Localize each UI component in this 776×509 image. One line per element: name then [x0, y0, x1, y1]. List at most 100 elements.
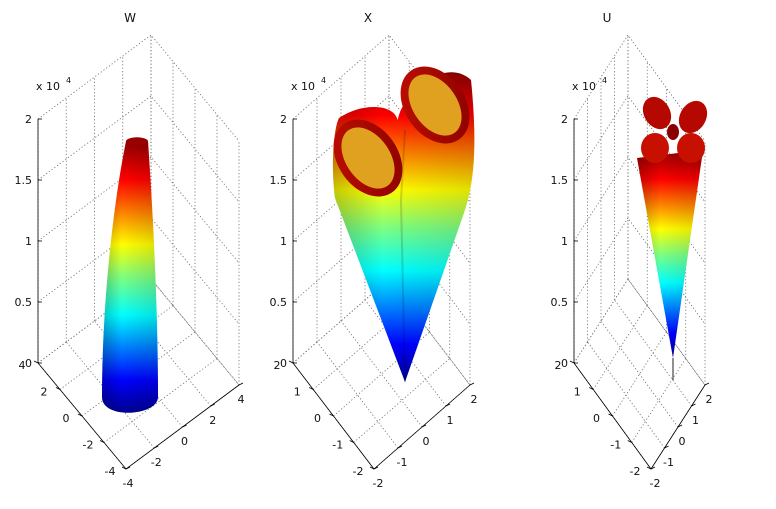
x-tick — [210, 403, 215, 407]
x-tick-label: -1 — [397, 456, 408, 469]
wall-grid-line — [37, 34, 240, 142]
floor-grid-line — [631, 358, 687, 443]
x-tick-label: 1 — [447, 414, 454, 427]
x-tick — [397, 445, 403, 449]
x-tick-label: 2 — [471, 393, 478, 406]
surface-top-cap — [126, 137, 148, 146]
x-tick — [691, 403, 696, 407]
y-tick — [288, 360, 294, 364]
z-multiplier-label: x 10 — [36, 80, 60, 93]
z-tick-label: 1 — [280, 235, 287, 248]
z-tick-label: 2 — [280, 113, 287, 126]
x-tick-label: -2 — [151, 456, 162, 469]
x-tick — [664, 445, 669, 449]
y-tick-label: 1 — [574, 386, 581, 399]
z-tick-label: 1 — [561, 235, 568, 248]
y-tick-label: 2 — [41, 386, 48, 399]
x-tick-label: 1 — [692, 414, 699, 427]
y-tick-label: 0 — [63, 412, 70, 425]
surface-shading — [102, 141, 158, 413]
x-tick-label: -4 — [123, 477, 134, 490]
x-tick — [238, 382, 244, 386]
x-tick-label: 0 — [423, 435, 430, 448]
y-tick-label: 0 — [593, 412, 600, 425]
z-exponent-label: 4 — [321, 76, 326, 85]
surface-shading — [637, 150, 703, 358]
x-tick-label: 2 — [209, 414, 216, 427]
lobe-front-right — [677, 133, 705, 163]
y-tick — [569, 360, 575, 364]
x-tick-label: 4 — [238, 393, 245, 406]
y-tick-label: 1 — [294, 386, 301, 399]
x-tick — [704, 382, 710, 386]
panels: 00.511.52x 10 4-4-2024-4-2024W00.511.52x … — [15, 11, 713, 490]
x-tick — [469, 382, 475, 386]
y-tick — [309, 387, 314, 390]
x-tick — [650, 466, 656, 470]
panel-w: 0 0.5 1 1.5 2 x 10 4 -4 -2 0 2 4 -4 -2 0 2 4 W — [15, 11, 245, 490]
z-tick-label: 0 — [280, 357, 287, 370]
z-tick-label: 0.5 — [270, 296, 288, 309]
surface-u — [637, 96, 708, 380]
wall-grid-line — [573, 34, 706, 142]
y-tick-label: -2 — [353, 465, 364, 478]
y-tick-label: -1 — [610, 439, 621, 452]
y-tick-label: 2 — [274, 359, 281, 372]
x-tick-label: 0 — [679, 435, 686, 448]
y-tick-label: 0 — [314, 412, 321, 425]
surface-seam — [399, 129, 406, 383]
y-tick — [349, 440, 354, 443]
lobe-inner-left — [341, 127, 395, 189]
y-tick-label: -1 — [332, 439, 343, 452]
y-tick-label: -2 — [83, 439, 94, 452]
x-tick-label: -1 — [663, 456, 674, 469]
y-tick — [589, 387, 594, 390]
x-tick — [445, 403, 451, 407]
y-tick — [646, 466, 652, 470]
z-exponent-label: 4 — [602, 76, 607, 85]
z-tick-label: 1.5 — [15, 174, 33, 187]
x-tick-label: -2 — [373, 477, 384, 490]
z-multiplier-label: x 10 — [572, 80, 596, 93]
wall-grid-line — [573, 278, 706, 386]
z-exponent-label: 4 — [66, 76, 71, 85]
x-tick — [182, 424, 187, 428]
y-tick — [329, 413, 334, 417]
y-tick — [99, 440, 105, 443]
floor-grid-line — [316, 341, 399, 449]
lobe-back-right — [678, 100, 708, 134]
z-multiplier-label: x 10 — [291, 80, 315, 93]
floor-grid-line — [614, 299, 692, 407]
z-tick-label: 0 — [561, 357, 568, 370]
z-tick-label: 0 — [25, 357, 32, 370]
floor-grid-line — [600, 320, 679, 428]
panel-title: U — [603, 11, 612, 25]
z-tick-label: 2 — [25, 113, 32, 126]
surface-x — [332, 66, 475, 383]
floor-grid-line — [592, 305, 648, 390]
x-tick-label: 2 — [706, 393, 713, 406]
y-tick — [77, 413, 83, 417]
x-tick-label: 0 — [181, 435, 188, 448]
y-tick — [55, 387, 61, 390]
x-tick — [154, 445, 159, 449]
lobe-center — [667, 124, 679, 140]
floor-grid-line — [587, 341, 665, 449]
panel-title: W — [124, 11, 136, 25]
z-tick-label: 1 — [25, 235, 32, 248]
y-tick-label: 4 — [19, 359, 26, 372]
z-tick-label: 0.5 — [15, 296, 33, 309]
z-tick-label: 0.5 — [551, 296, 569, 309]
surface-w — [102, 137, 158, 413]
lobe-back-left — [642, 96, 672, 130]
z-tick-label: 1.5 — [551, 174, 569, 187]
y-tick-label: 2 — [555, 359, 562, 372]
y-tick — [627, 440, 632, 443]
y-tick — [33, 360, 39, 364]
y-tick-label: -4 — [105, 465, 116, 478]
lobe-front-left — [641, 133, 669, 163]
x-tick-label: -2 — [650, 477, 661, 490]
